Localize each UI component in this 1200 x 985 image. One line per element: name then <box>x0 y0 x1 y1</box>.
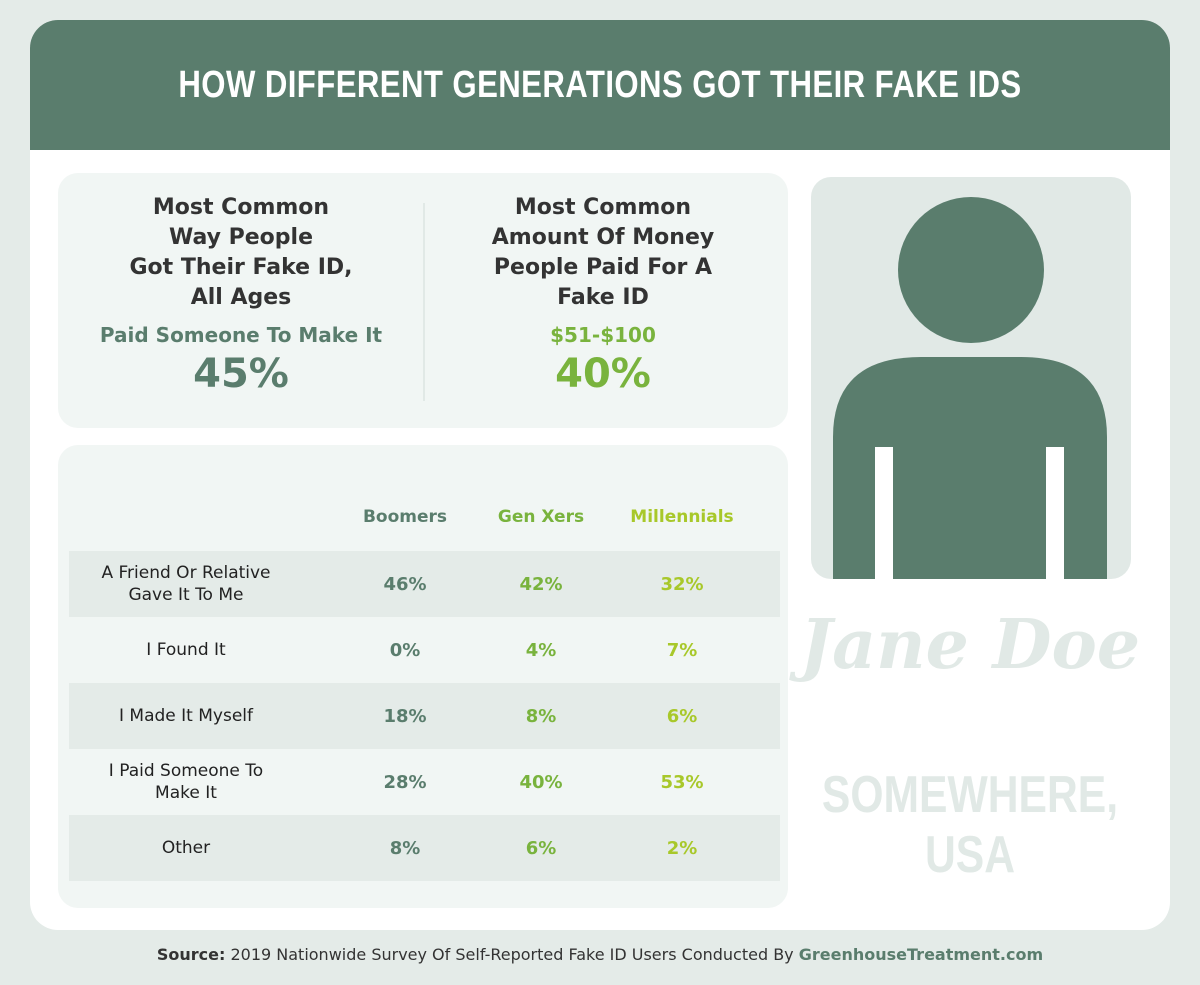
row-label: I Found It <box>69 617 303 683</box>
card-name: Jane Doe <box>799 605 1141 685</box>
row-label-line: Other <box>161 838 211 858</box>
head <box>898 197 1044 343</box>
table-cell: 46% <box>383 573 427 595</box>
stat: Most Common Way People Got Their Fake ID, A… <box>76 193 406 397</box>
stat-heading: Way People <box>168 225 314 250</box>
header: HOW DIFFERENT GENERATIONS GOT THEIR FAKE… <box>30 20 1170 150</box>
table-cell: 8% <box>389 837 421 859</box>
title: HOW DIFFERENT GENERATIONS GOT THEIR FAKE… <box>178 64 1022 106</box>
table-cell: 6% <box>666 705 698 727</box>
table-cell: 0% <box>389 639 421 661</box>
table-row: A Friend Or Relative Gave It To Me 46% 42% 3… <box>69 551 780 617</box>
stat-value: 40% <box>555 351 651 397</box>
table-cell: 42% <box>519 573 563 595</box>
table-cell: 2% <box>666 837 698 859</box>
row-label: A Friend Or Relative Gave It To Me <box>69 551 303 617</box>
row-label: I Made It Myself <box>69 683 303 749</box>
body <box>833 357 1107 579</box>
stat-heading: Amount Of Money <box>491 225 715 250</box>
stat-heading: Most Common <box>514 195 692 220</box>
row-label-line: I Made It Myself <box>119 706 253 726</box>
table-cell: 32% <box>660 573 704 595</box>
table-cell: 28% <box>383 771 427 793</box>
table-row: Other 8% 6% 2% <box>69 815 780 881</box>
source-text: 2019 Nationwide Survey Of Self-Reported … <box>230 945 794 964</box>
row-label-text: Other <box>162 837 210 859</box>
stat: Most Common Amount Of Money People Paid Fo… <box>438 193 768 397</box>
row-label-text: I Found It <box>146 639 225 661</box>
person-graphic <box>811 177 1131 579</box>
source-link: GreenhouseTreatment.com <box>798 945 1044 964</box>
stripe <box>875 447 893 579</box>
row-label-text: A Friend Or Relative Gave It To Me <box>101 562 270 606</box>
row-label-line: Gave It To Me <box>128 585 244 605</box>
row-label: Other <box>69 815 303 881</box>
row-label-line: Make It <box>155 783 217 803</box>
stripe <box>1046 447 1064 579</box>
table-row: I Made It Myself 18% 8% 6% <box>69 683 780 749</box>
table-row: I Found It 0% 4% 7% <box>69 617 780 683</box>
source-label: Source: <box>156 945 226 964</box>
row-label-text: I Paid Someone To Make It <box>109 760 263 804</box>
row-label-line: I Paid Someone To <box>108 761 264 781</box>
table-row: I Paid Someone To Make It 28% 40% 53% <box>69 749 780 815</box>
stat-heading: Most Common <box>152 195 330 220</box>
column-header: Gen Xers <box>497 507 585 527</box>
card-location: SOMEWHERE, USA <box>821 766 1119 884</box>
source: Source: 2019 Nationwide Survey Of Self-R… <box>0 945 1200 964</box>
stats-panel: Most Common Way People Got Their Fake ID, A… <box>58 173 788 428</box>
table-cell: 40% <box>519 771 563 793</box>
stat-value: 45% <box>193 351 289 397</box>
table-cell: 8% <box>525 705 557 727</box>
row-label: I Paid Someone To Make It <box>69 749 303 815</box>
table-cell: 53% <box>660 771 704 793</box>
table-cell: 7% <box>666 639 698 661</box>
stat-heading: Fake ID <box>557 285 649 310</box>
row-label-line: I Found It <box>146 640 226 660</box>
stat-answer: Paid Someone To Make It <box>99 323 383 347</box>
column-header: Boomers <box>362 507 448 527</box>
table-cell: 4% <box>525 639 557 661</box>
table-cell: 18% <box>383 705 427 727</box>
table-cell: 6% <box>525 837 557 859</box>
row-label-text: I Made It Myself <box>119 705 253 727</box>
stat-heading: People Paid For A <box>493 255 713 280</box>
divider <box>423 203 425 401</box>
row-label-line: A Friend Or Relative <box>101 563 271 583</box>
stat-heading: Got Their Fake ID, <box>129 255 353 280</box>
table-panel: Boomers Gen Xers Millennials A Friend Or Re… <box>58 445 788 908</box>
column-header: Millennials <box>630 507 734 527</box>
stat-heading: All Ages <box>190 285 292 310</box>
stat-answer: $51-$100 <box>550 323 656 347</box>
